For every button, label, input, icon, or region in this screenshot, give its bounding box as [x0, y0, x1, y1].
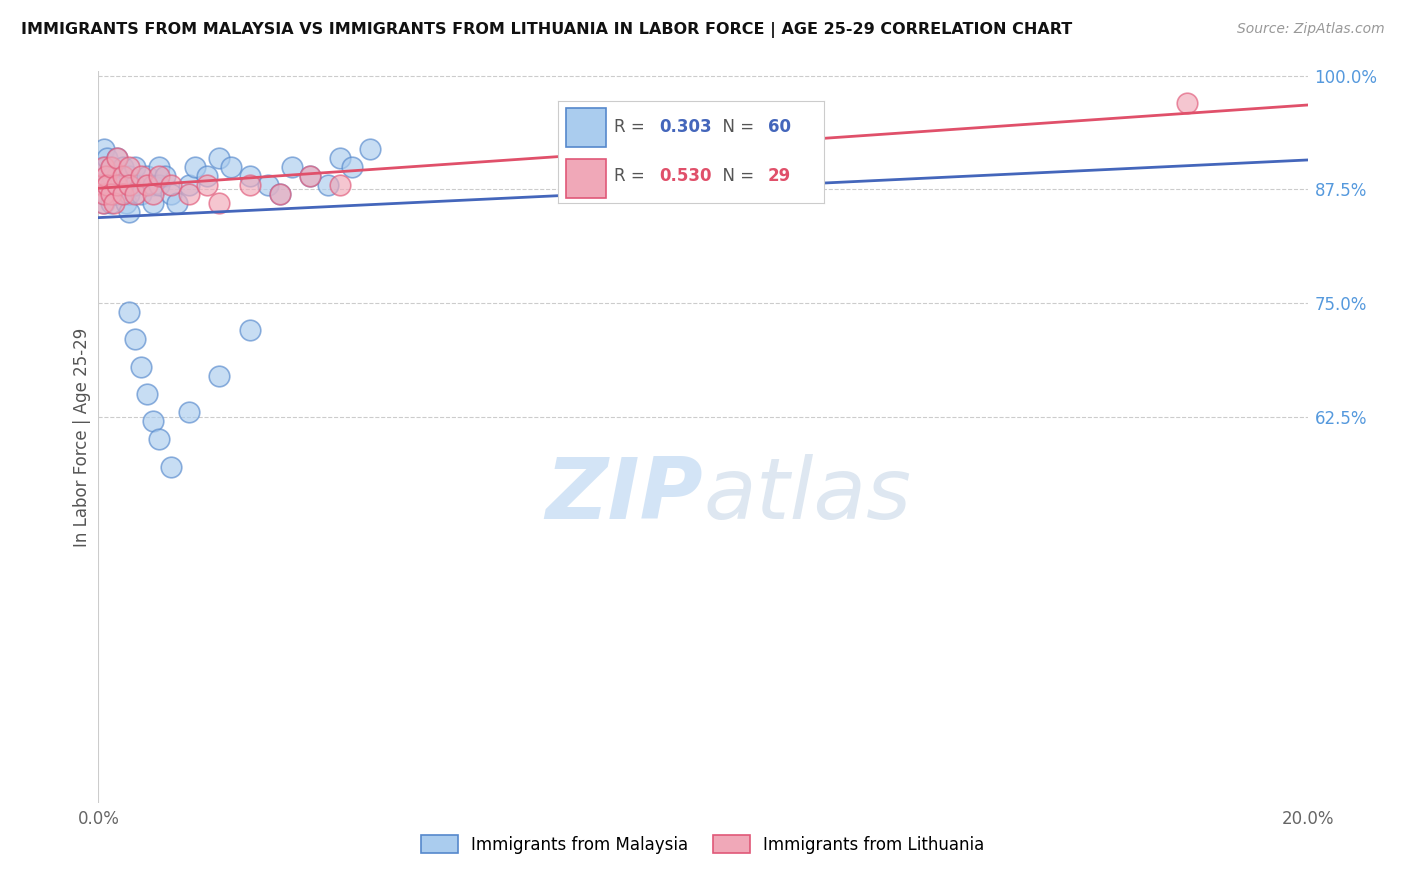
Point [100, 169, 122, 183]
Point [108, 178, 131, 192]
Point [111, 169, 134, 183]
Point [256, 178, 278, 192]
Point [129, 187, 152, 202]
Point [208, 196, 231, 211]
Point [142, 178, 165, 192]
Point [239, 178, 262, 192]
Point [179, 187, 201, 202]
Point [118, 169, 141, 183]
Point [239, 169, 262, 183]
Point [118, 187, 141, 202]
Point [100, 187, 122, 202]
Point [166, 196, 188, 211]
Text: IMMIGRANTS FROM MALAYSIA VS IMMIGRANTS FROM LITHUANIA IN LABOR FORCE | AGE 25-29: IMMIGRANTS FROM MALAYSIA VS IMMIGRANTS F… [21, 22, 1073, 38]
Point [105, 178, 128, 192]
Point [135, 387, 157, 401]
Point [90, 178, 112, 192]
Point [96, 187, 118, 202]
Point [208, 368, 231, 383]
Point [100, 160, 122, 174]
Point [299, 169, 322, 183]
Point [118, 305, 141, 319]
Point [148, 169, 170, 183]
Point [360, 142, 382, 156]
Point [96, 178, 118, 192]
Point [124, 178, 146, 192]
Point [111, 187, 134, 202]
Point [93, 178, 115, 192]
Point [93, 160, 115, 174]
Point [129, 359, 152, 374]
Point [129, 169, 152, 183]
Point [148, 178, 170, 192]
Point [100, 160, 122, 174]
Point [103, 196, 125, 211]
Point [94, 169, 117, 183]
Point [329, 151, 352, 165]
Text: ZIP: ZIP [546, 454, 703, 537]
Point [93, 187, 115, 202]
Point [179, 405, 201, 419]
Point [124, 187, 146, 202]
Point [329, 178, 352, 192]
Point [142, 187, 165, 202]
Point [94, 160, 117, 174]
Point [239, 323, 262, 337]
Point [111, 178, 134, 192]
Point [299, 169, 322, 183]
Point [179, 178, 201, 192]
Point [103, 187, 125, 202]
Point [160, 459, 183, 474]
Text: Source: ZipAtlas.com: Source: ZipAtlas.com [1237, 22, 1385, 37]
Text: atlas: atlas [703, 454, 911, 537]
Point [93, 196, 115, 211]
Point [160, 187, 183, 202]
Point [135, 169, 157, 183]
Point [105, 151, 128, 165]
Point [91, 187, 114, 202]
Point [118, 205, 141, 219]
Point [135, 178, 157, 192]
Legend: Immigrants from Malaysia, Immigrants from Lithuania: Immigrants from Malaysia, Immigrants fro… [415, 829, 991, 860]
Point [91, 160, 114, 174]
Point [114, 196, 136, 211]
Point [148, 160, 170, 174]
Point [142, 414, 165, 428]
Point [316, 178, 339, 192]
Point [96, 178, 118, 192]
Point [124, 160, 146, 174]
Point [96, 151, 118, 165]
Point [100, 178, 122, 192]
Point [1175, 96, 1198, 111]
Point [124, 332, 146, 346]
Point [342, 160, 364, 174]
Point [148, 433, 170, 447]
Point [221, 160, 243, 174]
Point [90, 178, 112, 192]
Point [105, 151, 128, 165]
Y-axis label: In Labor Force | Age 25-29: In Labor Force | Age 25-29 [73, 327, 91, 547]
Point [111, 160, 134, 174]
Point [105, 187, 128, 202]
Point [160, 178, 183, 192]
Point [269, 187, 291, 202]
Point [105, 169, 128, 183]
Point [93, 142, 115, 156]
Point [91, 196, 114, 211]
Point [269, 187, 291, 202]
Point [208, 151, 231, 165]
Point [184, 160, 207, 174]
Point [118, 160, 141, 174]
Point [281, 160, 304, 174]
Point [153, 169, 176, 183]
Point [195, 178, 218, 192]
Point [100, 196, 122, 211]
Point [118, 178, 141, 192]
Point [142, 196, 165, 211]
Point [195, 169, 218, 183]
